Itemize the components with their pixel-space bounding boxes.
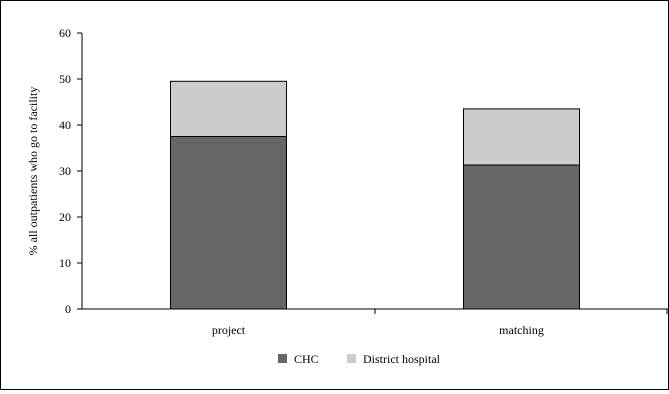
y-tick-label: 20 [59,210,71,224]
y-axis-label: % all outpatients who go to facility [26,87,40,256]
bar-district-hospital-matching [463,108,580,166]
y-tick-label: 10 [59,256,71,270]
x-tick-label: matching [499,323,544,337]
legend-label-district-hospital: District hospital [363,352,441,366]
bar-district-hospital-project [170,80,287,138]
legend: CHC District hospital [278,352,441,366]
bar-chc-matching [463,164,580,310]
x-tick-label: project [212,323,246,337]
legend-swatch-chc [278,354,287,363]
y-tick-label: 40 [59,118,71,132]
legend-label-chc: CHC [294,352,319,366]
bars [170,80,580,310]
axes: 0 10 20 30 40 50 60 project matching [59,26,668,337]
y-tick-label: 30 [59,164,71,178]
y-tick-label: 60 [59,26,71,40]
bar-chc-project [170,136,287,310]
y-tick-label: 50 [59,72,71,86]
legend-swatch-district-hospital [347,354,356,363]
y-tick-label: 0 [65,302,71,316]
